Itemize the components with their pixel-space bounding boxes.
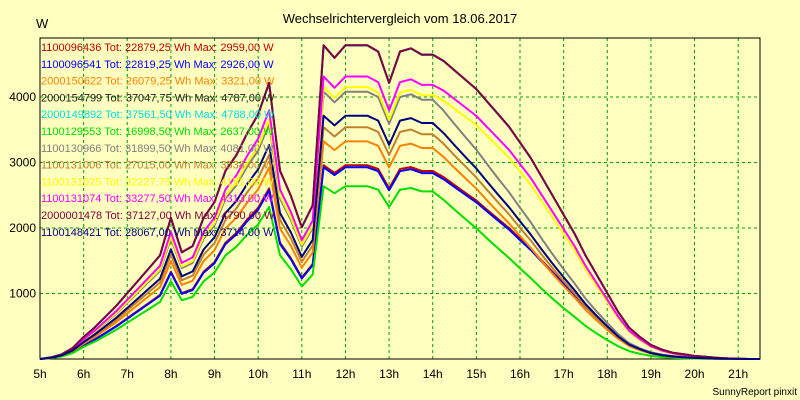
y-tick-label: 4000	[9, 90, 36, 104]
x-tick-label: 20h	[685, 367, 705, 381]
plot-frame	[39, 37, 761, 360]
legend: 1100096436 Tot: 22879,25 Wh Max: 2959,00…	[41, 42, 275, 239]
footer-credit: SunnyReport pinxit	[713, 387, 798, 398]
legend-entry-2000149892: 2000149892 Tot: 37561,50 Wh Max: 4788,00…	[41, 109, 275, 121]
legend-entry-2000001478: 2000001478 Tot: 37127,00 Wh Max: 4790,00…	[41, 210, 275, 222]
x-tick-label: 9h	[208, 367, 221, 381]
y-tick-label: 2000	[9, 221, 36, 235]
chart-title: Wechselrichtervergleich vom 18.06.2017	[283, 11, 518, 26]
x-tick-label: 6h	[77, 367, 90, 381]
x-tick-label: 16h	[510, 367, 530, 381]
legend-entry-1100129553: 1100129553 Tot: 16998,50 Wh Max: 2637,00…	[41, 126, 274, 138]
x-tick-label: 10h	[248, 367, 268, 381]
y-axis-ticks: 1000 2000 3000 4000	[9, 90, 36, 301]
legend-entry-2000154799: 2000154799 Tot: 37047,75 Wh Max: 4787,00…	[41, 92, 275, 104]
legend-entry-1100148421: 1100148421 Tot: 28067,00 Wh Max: 3714,00…	[41, 227, 274, 239]
x-tick-label: 5h	[33, 367, 46, 381]
series-layer	[39, 44, 760, 360]
legend-entry-1100096436: 1100096436 Tot: 22879,25 Wh Max: 2959,00…	[41, 42, 274, 54]
x-tick-label: 8h	[164, 367, 177, 381]
y-axis-label: W	[36, 16, 49, 31]
y-tick-label: 3000	[9, 155, 36, 169]
x-tick-label: 12h	[335, 367, 355, 381]
x-tick-label: 14h	[423, 367, 443, 381]
legend-entry-1100130966: 1100130966 Tot: 31899,50 Wh Max: 4081,00…	[41, 143, 274, 155]
legend-entry-1100131025: 1100131025 Tot: 32227,75 Wh Max: 4151,00…	[41, 176, 274, 188]
x-tick-label: 19h	[641, 367, 661, 381]
x-tick-label: 15h	[466, 367, 486, 381]
legend-entry-1100096541: 1100096541 Tot: 22819,25 Wh Max: 2926,00…	[41, 59, 274, 71]
series-line-1100131074	[39, 75, 760, 360]
legend-entry-2000150622: 2000150622 Tot: 26079,25 Wh Max: 3321,00…	[41, 76, 275, 88]
y-tick-label: 1000	[9, 286, 36, 300]
legend-entry-1100131006: 1100131006 Tot: 27015,00 Wh Max: 3538,00…	[41, 160, 274, 172]
x-tick-label: 13h	[379, 367, 399, 381]
legend-entry-1100131074: 1100131074 Tot: 33277,50 Wh Max: 4313,00…	[41, 193, 274, 205]
series-line-2000001478	[39, 44, 760, 360]
x-tick-label: 21h	[728, 367, 748, 381]
x-tick-label: 11h	[292, 367, 311, 381]
x-tick-label: 18h	[597, 367, 617, 381]
series-line-1100129553	[39, 185, 760, 360]
series-line-1100148421	[39, 114, 760, 360]
x-axis-ticks: 5h 6h 7h 8h 9h 10h 11h 12h 13h 14h 15h 16h 17h 18h 19h…	[33, 367, 748, 381]
x-tick-label: 17h	[554, 367, 574, 381]
x-tick-label: 7h	[121, 367, 134, 381]
